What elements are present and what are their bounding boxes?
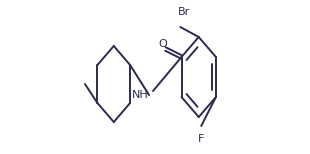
Text: NH: NH [132,90,149,100]
Text: F: F [198,134,204,144]
Text: Br: Br [178,7,190,17]
Text: O: O [159,39,167,49]
